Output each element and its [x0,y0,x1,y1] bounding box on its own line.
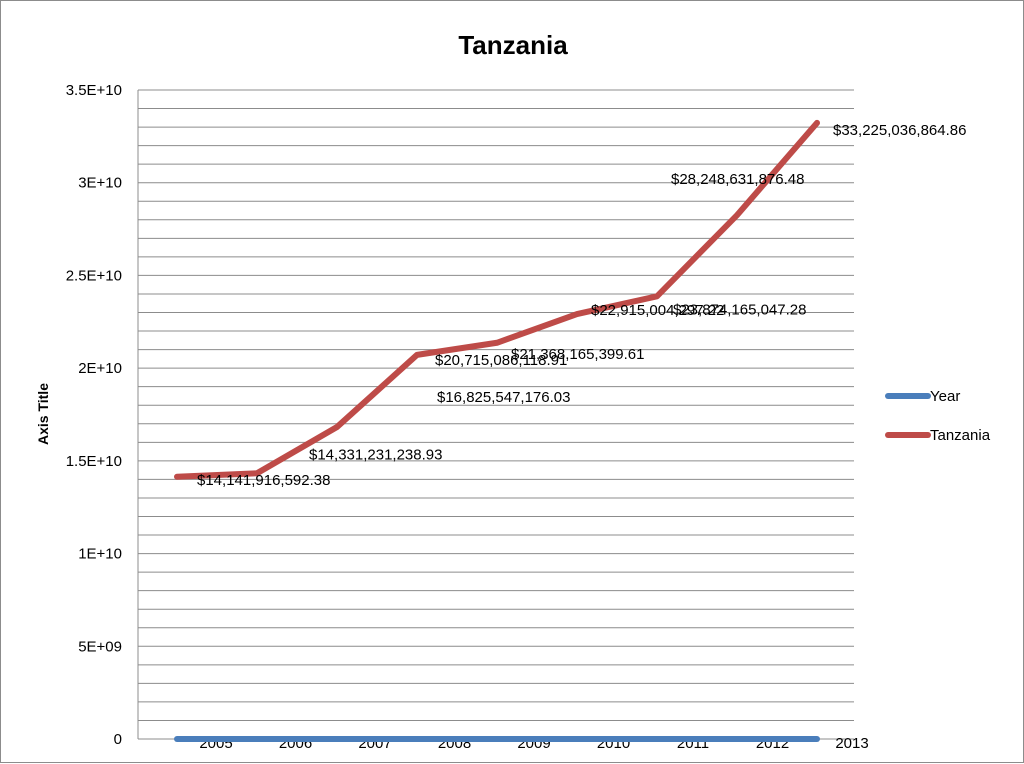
data-label: $33,225,036,864.86 [833,122,966,139]
data-label: $14,331,231,238.93 [309,446,442,463]
x-tick-label: 2013 [835,735,868,752]
y-axis-title: Axis Title [35,383,51,445]
data-label: $16,825,547,176.03 [437,389,570,406]
chart-title: Tanzania [458,30,568,60]
legend: Year Tanzania [885,388,991,444]
data-label: $21,368,165,399.61 [511,346,644,363]
series-line-tanzania [174,119,820,480]
y-axis-ticks: 0 5E+09 1E+10 1.5E+10 2E+10 2.5E+10 3E+10 3.5E+… [66,82,122,748]
data-label: $14,141,916,592.38 [197,472,330,489]
data-label: $22,915,004,297.22 [591,302,724,319]
data-labels: $14,141,916,592.38 $14,331,231,238.93 $16,… [197,122,966,489]
series-lines [174,119,820,742]
y-tick-label: 0 [114,731,122,748]
legend-label: Year [930,388,960,405]
legend-label: Tanzania [930,427,991,444]
y-tick-label: 3.5E+10 [66,82,122,99]
y-tick-label: 1.5E+10 [66,453,122,470]
y-tick-label: 1E+10 [78,546,122,563]
y-tick-label: 3E+10 [78,175,122,192]
data-label: $23,874,165,047.28 [673,301,806,318]
y-tick-label: 2.5E+10 [66,267,122,284]
y-tick-label: 5E+09 [78,638,122,655]
data-label: $28,248,631,876.48 [671,171,804,188]
y-tick-label: 2E+10 [78,360,122,377]
data-label: $20,715,086,118.91 [435,352,567,369]
